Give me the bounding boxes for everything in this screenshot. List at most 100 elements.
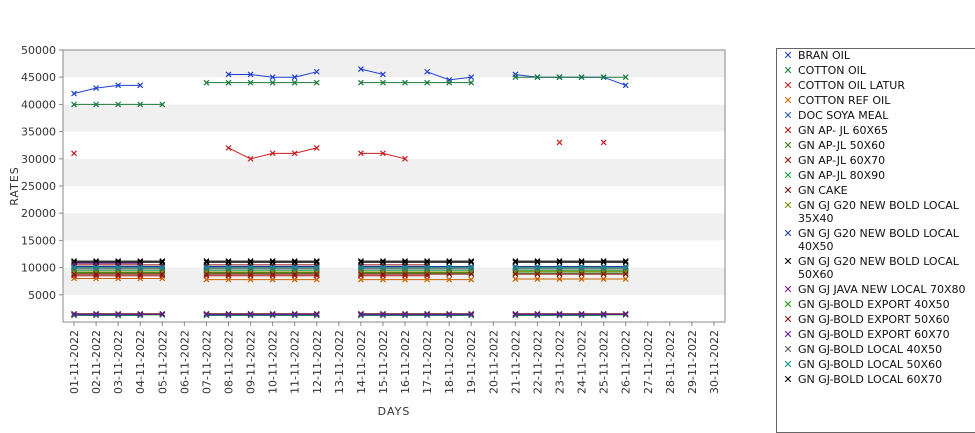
legend-marker-icon: ✕: [783, 199, 793, 212]
legend-label: GN AP-JL 80X90: [798, 169, 886, 182]
x-tick-label: 24-11-2022: [576, 330, 589, 394]
x-tick-label: 20-11-2022: [487, 330, 500, 394]
data-point: [512, 263, 519, 270]
legend-label: GN GJ G20 NEW BOLD LOCAL 35X40: [798, 199, 959, 225]
grid-band: [63, 240, 725, 268]
x-tick-label: 29-11-2022: [686, 330, 699, 394]
legend-label: GN GJ G20 NEW BOLD LOCAL 40X50: [798, 227, 959, 253]
x-tick-label: 17-11-2022: [421, 330, 434, 394]
data-point: [512, 259, 519, 266]
x-tick-label: 05-11-2022: [156, 330, 169, 394]
legend-label: COTTON OIL: [798, 64, 866, 77]
legend-item: ✕ GN AP- JL 60X65: [777, 124, 975, 137]
legend-marker-icon: ✕: [783, 328, 793, 341]
x-tick-label: 28-11-2022: [664, 330, 677, 394]
x-tick-label: 01-11-2022: [68, 330, 81, 394]
grid-band: [63, 294, 725, 322]
grid-bands: [63, 50, 725, 322]
legend-label: GN GJ JAVA NEW LOCAL 70X80: [798, 283, 966, 296]
legend-label: GN GJ-BOLD LOCAL 60X70: [798, 373, 943, 386]
legend-label: COTTON OIL LATUR: [798, 79, 905, 92]
legend-item: ✕ GN GJ-BOLD EXPORT 60X70: [777, 328, 975, 341]
legend-marker-icon: ✕: [783, 227, 793, 240]
legend-item: ✕ COTTON OIL LATUR: [777, 79, 975, 92]
legend-label: GN GJ-BOLD LOCAL 50X60: [798, 358, 943, 371]
legend-item: ✕ GN GJ-BOLD EXPORT 50X60: [777, 313, 975, 326]
x-tick-label: 25-11-2022: [598, 330, 611, 394]
x-tick-label: 22-11-2022: [531, 330, 544, 394]
legend-marker-icon: ✕: [783, 358, 793, 371]
series-17: [71, 265, 629, 272]
series-11: [71, 263, 629, 270]
legend-marker-icon: ✕: [783, 313, 793, 326]
chart-legend: ✕ BRAN OIL ✕ COTTON OIL ✕ COTTON OIL LATUR ✕ CO…: [776, 48, 975, 433]
data-point: [468, 258, 475, 264]
x-tick-label: 04-11-2022: [134, 330, 147, 394]
legend-marker-icon: ✕: [783, 283, 793, 296]
legend-marker-icon: ✕: [783, 139, 793, 152]
data-point: [512, 258, 519, 264]
legend-label: GN GJ-BOLD EXPORT 40X50: [798, 298, 950, 311]
legend-item: ✕ GN AP-JL 60X70: [777, 154, 975, 167]
grid-band: [63, 77, 725, 105]
data-point: [600, 139, 607, 146]
plot-frame: [62, 49, 726, 323]
x-tick-label: 12-11-2022: [311, 330, 324, 394]
grid-band: [63, 213, 725, 241]
legend-marker-icon: ✕: [783, 343, 793, 356]
x-tick-label: 19-11-2022: [465, 330, 478, 394]
series-18: [71, 264, 629, 271]
x-tick-label: 07-11-2022: [200, 330, 213, 394]
legend-marker-icon: ✕: [783, 298, 793, 311]
series-15: [71, 271, 629, 278]
legend-label: BRAN OIL: [798, 49, 851, 62]
legend-marker-icon: ✕: [783, 255, 793, 268]
legend-item: ✕ COTTON OIL: [777, 64, 975, 77]
grid-band: [63, 104, 725, 132]
data-point: [512, 74, 519, 81]
legend-marker-icon: ✕: [783, 154, 793, 167]
data-point: [468, 271, 475, 278]
x-tick-label: 21-11-2022: [509, 330, 522, 394]
data-point: [468, 79, 475, 86]
legend-marker-icon: ✕: [783, 79, 793, 92]
data-point: [137, 82, 144, 89]
data-point: [512, 276, 519, 282]
grid-band: [63, 50, 725, 78]
legend-label: COTTON REF OIL: [798, 94, 891, 107]
y-tick-label: 25000: [21, 180, 56, 193]
y-tick-label: 15000: [21, 234, 56, 247]
y-tick-label: 30000: [21, 153, 56, 166]
legend-label: GN GJ-BOLD EXPORT 50X60: [798, 313, 950, 326]
data-point: [556, 139, 563, 146]
y-axis-ticks: 5000 10000 15000 20000 25000 30000 35000 40000 4…: [21, 44, 63, 302]
x-axis-ticks: 01-11-2022 02-11-2022 03-11-2022 04-11-2022…: [68, 322, 721, 394]
x-tick-label: 02-11-2022: [90, 330, 103, 394]
legend-label: GN AP-JL 60X70: [798, 154, 886, 167]
series-19: [71, 258, 629, 264]
x-tick-label: 06-11-2022: [178, 330, 191, 394]
series-line: [228, 147, 317, 160]
legend-item: ✕ GN GJ-BOLD LOCAL 60X70: [777, 373, 975, 386]
data-point: [468, 74, 475, 81]
series-1: [71, 74, 629, 108]
legend-item: ✕ GN GJ-BOLD LOCAL 40X50: [777, 343, 975, 356]
legend-item: ✕ GN GJ-BOLD EXPORT 40X50: [777, 298, 975, 311]
x-tick-label: 09-11-2022: [245, 330, 258, 394]
y-tick-label: 10000: [21, 262, 56, 275]
legend-marker-icon: ✕: [783, 373, 793, 386]
legend-label: GN AP-JL 50X60: [798, 139, 886, 152]
data-point: [71, 150, 77, 157]
legend-item: ✕ GN AP-JL 80X90: [777, 169, 975, 182]
legend-label: GN GJ-BOLD EXPORT 60X70: [798, 328, 950, 341]
data-point: [468, 311, 475, 318]
legend-item: ✕ GN GJ G20 NEW BOLD LOCAL 35X40: [777, 199, 975, 225]
legend-marker-icon: ✕: [783, 49, 793, 62]
legend-item: ✕ GN GJ G20 NEW BOLD LOCAL 50X60: [777, 255, 975, 281]
series-16: [71, 311, 629, 318]
x-tick-label: 11-11-2022: [289, 330, 302, 394]
series-line: [360, 152, 406, 160]
x-tick-label: 10-11-2022: [267, 330, 280, 394]
legend-item: ✕ COTTON REF OIL: [777, 94, 975, 107]
x-tick-label: 27-11-2022: [642, 330, 655, 394]
